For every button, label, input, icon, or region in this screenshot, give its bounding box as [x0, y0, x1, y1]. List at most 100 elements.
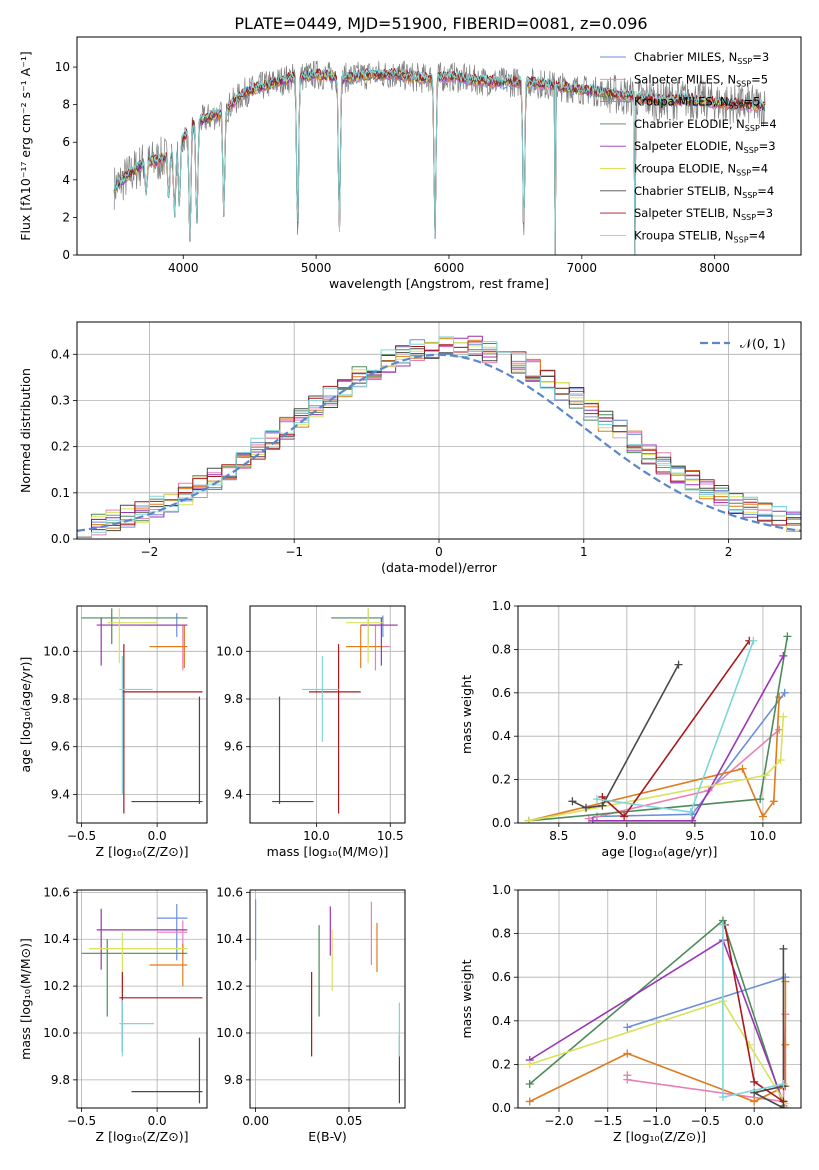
weight-marker-kroupa_miles [623, 1049, 632, 1058]
weight-marker-kroupa_elodie [776, 756, 785, 765]
axes-frame [249, 605, 406, 824]
y-tick-label: 9.6 [224, 740, 243, 754]
y-tick-label: 9.8 [224, 692, 243, 706]
weight-marker-salpeter_miles [584, 814, 593, 823]
x-tick-label: 9.0 [617, 829, 636, 843]
y-tick-label: 0 [62, 248, 70, 262]
legend-label-text: Chabrier ELODIE, N [634, 117, 745, 131]
y-tick-label: 8 [62, 98, 70, 112]
axes-frame [76, 889, 208, 1109]
errorbar-point-salpeter_elodie [360, 617, 398, 666]
y-tick-label: 10.4 [216, 932, 243, 946]
plot-mass_vs_ebv: 0.00 0.05 9.8 10.0 10.2 10.4 10.6 E(B-V) [216, 885, 406, 1144]
legend-label-subscript: SSP [745, 124, 760, 133]
legend-label-subscript: SSP [734, 235, 749, 244]
weight-marker-salpeter_elodie [588, 816, 597, 823]
y-tick-label: 6 [62, 135, 70, 149]
x-axis-label: mass [log₁₀(M/M⊙)] [267, 844, 389, 859]
plot-frame: −2 −1 0 1 2 0.0 0.1 0.2 0.3 0.4 (data-model)/error… [18, 321, 802, 575]
y-tick-label: 9.4 [224, 787, 243, 801]
y-tick-label: 9.8 [224, 1073, 243, 1087]
y-axis-label: Flux [fλ10⁻¹⁷ erg cm⁻² s⁻¹ A⁻¹] [18, 51, 33, 240]
x-tick-label: −0.5 [691, 1114, 720, 1128]
errorbar-point-chabrier_elodie [81, 939, 188, 1017]
x-tick-label: 1 [580, 545, 588, 559]
errorbar-point-chabrier_elodie [81, 608, 188, 645]
errorbar-point-salpeter_elodie [96, 617, 188, 666]
y-tick-label: 0.4 [51, 347, 70, 361]
axes-frame [249, 889, 406, 1109]
plot-weight_vs_age: 8.5 9.0 9.5 10.0 0.0 0.2 0.4 0.6 0.8 1.0 age [log₁… [459, 599, 802, 859]
legend-label-text: Kroupa MILES, N [634, 95, 729, 109]
weight-line-chabrier_stelib [753, 948, 785, 1108]
weight-marker-salpeter_elodie [688, 816, 697, 823]
legend-label-text: Kroupa STELIB, N [634, 228, 734, 242]
weight-line-kroupa_elodie [529, 1000, 787, 1105]
normal-distribution-curve [77, 353, 801, 532]
x-axis-label: wavelength [Angstrom, rest frame] [329, 276, 549, 291]
y-tick-label: 10.0 [43, 1026, 70, 1040]
weight-marker-chabrier_miles [623, 1023, 632, 1032]
x-axis-label: Z [log₁₀(Z/Z⊙)] [613, 1129, 706, 1144]
y-tick-label: 0.2 [51, 440, 70, 454]
y-tick-label: 10 [55, 60, 70, 74]
y-tick-label: 1.0 [492, 599, 511, 613]
legend-label-subscript: SSP [729, 102, 744, 111]
legend-label-suffix: =3 [752, 50, 769, 64]
y-tick-label: 10.6 [216, 885, 243, 899]
weight-marker-kroupa_miles [738, 764, 747, 773]
x-tick-label: 9.5 [685, 829, 704, 843]
plot-frame: 4000 5000 6000 7000 8000 0 2 4 6 8 10 wavelength [A… [18, 36, 802, 291]
errorbar-point-kroupa_stelib [119, 1000, 155, 1057]
y-tick-label: 4 [62, 173, 70, 187]
axes-frame [76, 605, 208, 824]
y-tick-label: 9.6 [51, 740, 70, 754]
plot-content [524, 632, 792, 823]
x-tick-label: 0.05 [336, 1114, 363, 1128]
axes-frame [517, 889, 802, 1109]
errorbar-point-salpeter_stelib [309, 644, 361, 814]
plot-content [81, 608, 203, 814]
x-tick-label: −2.0 [544, 1114, 573, 1128]
weight-marker-kroupa_stelib [686, 808, 695, 817]
y-tick-label: 0.0 [492, 1101, 511, 1115]
weight-marker-salpeter_miles [623, 1075, 632, 1084]
legend-label-suffix: =4 [749, 228, 766, 242]
legend-label-subscript: SSP [737, 57, 752, 66]
y-axis-label: mass [log₁₀(M/M⊙)] [18, 938, 33, 1060]
y-tick-label: 0.0 [51, 532, 70, 546]
legend-label-suffix: =5 [751, 72, 768, 86]
legend-label-suffix: =3 [756, 206, 773, 220]
weight-marker-kroupa_stelib [718, 920, 727, 929]
weight-marker-chabrier_elodie [525, 1080, 534, 1089]
plot-frame: −0.5 0.0 9.8 10.0 10.2 10.4 10.6 Z [log₁₀(Z/Z⊙)… [18, 885, 208, 1144]
plot-frame: −0.5 0.0 9.4 9.6 9.8 10.0 Z [log₁₀(Z/Z⊙)] age [… [18, 605, 208, 859]
errorbar-point-chabrier_stelib [131, 696, 203, 804]
model-line-kroupa_stelib [113, 67, 765, 255]
x-tick-label: −0.5 [67, 829, 96, 843]
x-tick-label: 8.5 [549, 829, 568, 843]
y-tick-label: 10.4 [43, 932, 70, 946]
y-tick-label: 10.6 [43, 885, 70, 899]
y-tick-label: 0.6 [492, 686, 511, 700]
weight-marker-salpeter_stelib [620, 812, 629, 821]
errorbar-point-chabrier_stelib [131, 1037, 203, 1104]
errorbar-point-kroupa_miles [149, 943, 188, 987]
legend-label-salpeter_miles: Salpeter MILES, NSSP=5 [634, 72, 768, 88]
legend-label-subscript: SSP [736, 169, 751, 178]
plot-weight_vs_Z: −2.0 −1.5 −1.0 −0.5 0.0 0.0 0.2 0.4 0.6 0.8 1.0 Z [… [459, 883, 802, 1144]
legend-label-subscript: SSP [744, 146, 759, 155]
x-tick-label: 6000 [434, 261, 465, 275]
plot-content [525, 916, 790, 1108]
y-axis-label: age [log₁₀(age/yr)] [18, 657, 33, 773]
y-tick-label: 10.0 [43, 644, 70, 658]
weight-marker-kroupa_stelib [749, 636, 758, 645]
legend-label-suffix: =4 [751, 162, 768, 176]
errorbar-point-kroupa_elodie [345, 608, 383, 664]
x-tick-label: −1 [285, 545, 303, 559]
histogram-kroupa_stelib [77, 336, 801, 538]
plot-spectrum: 4000 5000 6000 7000 8000 0 2 4 6 8 10 wavelength [A… [18, 36, 802, 291]
